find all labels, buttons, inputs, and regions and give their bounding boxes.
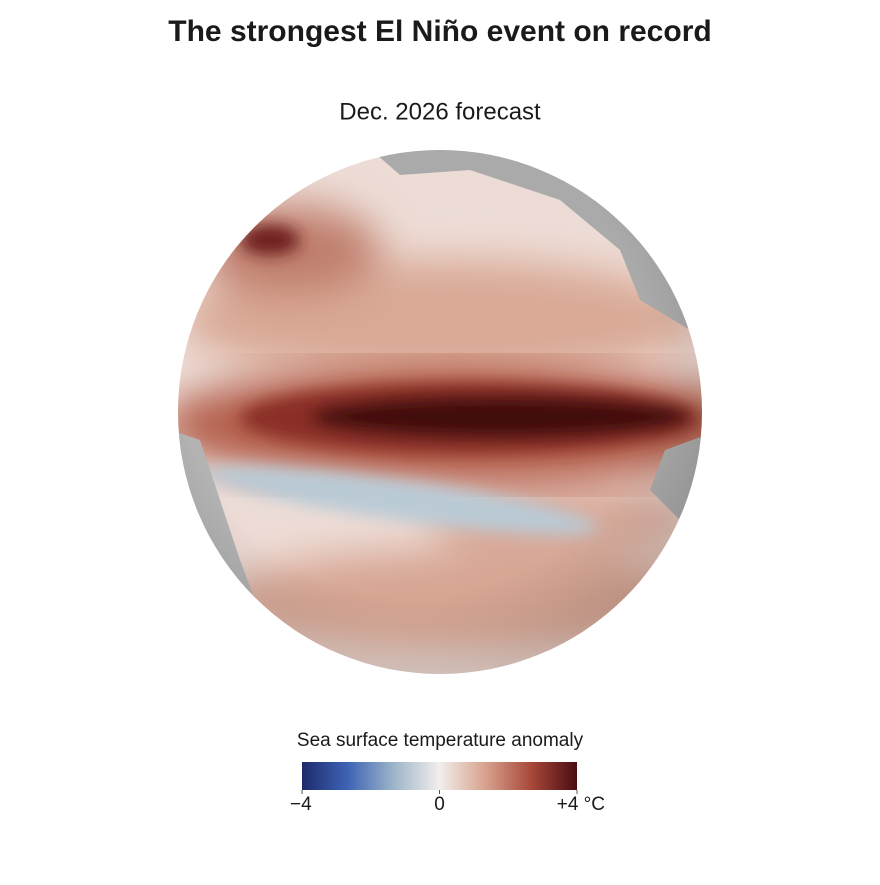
subtitle: Dec. 2026 forecast [339,98,541,125]
legend-title: Sea surface temperature anomaly [297,730,584,751]
legend-tick-label: +4 °C [557,794,605,815]
legend-ticks: −4 0 +4 °C [290,790,605,815]
color-bar [302,762,577,790]
globe [178,150,702,674]
title: The strongest El Niño event on record [168,15,711,48]
legend-tick-label: −4 [290,794,312,815]
legend-tick-label: 0 [434,794,445,815]
